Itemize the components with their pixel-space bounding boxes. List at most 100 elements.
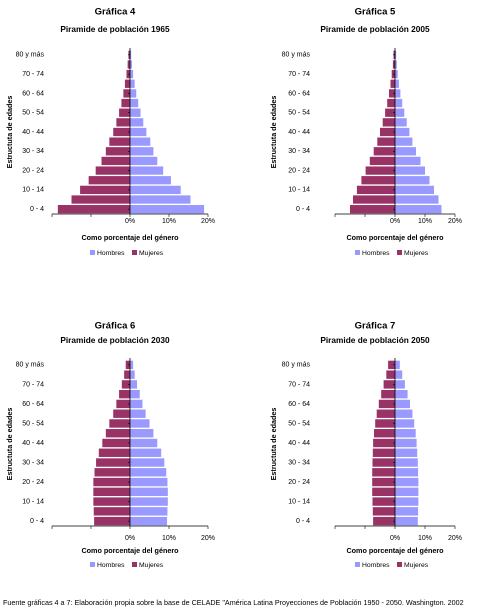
bar-mujeres bbox=[372, 497, 395, 506]
y-tick-label: 40 - 44 bbox=[288, 129, 310, 136]
y-tick-label: 80 y más bbox=[282, 52, 311, 59]
y-tick-label: 30 - 34 bbox=[288, 148, 310, 155]
bar-mujeres bbox=[109, 419, 130, 428]
bar-mujeres bbox=[374, 429, 395, 438]
bar-hombres bbox=[130, 409, 146, 418]
legend-swatch-hombres bbox=[355, 250, 360, 255]
bar-hombres bbox=[395, 147, 416, 156]
legend-label-mujeres: Mujeres bbox=[139, 562, 164, 569]
x-axis-label: Como porcentaje del género bbox=[346, 233, 444, 242]
y-tick-label: 60 - 64 bbox=[22, 90, 44, 97]
legend-label-mujeres: Mujeres bbox=[404, 250, 429, 257]
bar-hombres bbox=[130, 108, 141, 117]
bar-hombres bbox=[130, 69, 134, 79]
y-tick-label: 0 - 4 bbox=[296, 206, 310, 213]
y-tick-label: 60 - 64 bbox=[288, 90, 310, 97]
bar-hombres bbox=[395, 468, 419, 477]
bar-hombres bbox=[130, 468, 167, 477]
bar-mujeres bbox=[93, 487, 130, 497]
legend-swatch-mujeres bbox=[397, 562, 402, 567]
bar-mujeres bbox=[386, 370, 395, 379]
bar-mujeres bbox=[123, 89, 130, 98]
chart-title: Piramide de población 2005 bbox=[320, 24, 430, 34]
bar-hombres bbox=[130, 516, 168, 526]
chart-title: Piramide de población 2030 bbox=[60, 335, 170, 345]
y-tick-label: 40 - 44 bbox=[22, 129, 44, 136]
y-tick-label: 50 - 54 bbox=[288, 110, 310, 117]
bar-hombres bbox=[395, 50, 397, 59]
bar-hombres bbox=[395, 205, 442, 214]
chart-heading: Gráfica 5 bbox=[355, 6, 396, 17]
bar-mujeres bbox=[382, 118, 395, 127]
y-tick-label: 10 - 14 bbox=[22, 498, 44, 505]
bar-hombres bbox=[395, 98, 403, 108]
y-tick-label: 40 - 44 bbox=[22, 440, 44, 447]
bar-hombres bbox=[130, 497, 168, 506]
bar-hombres bbox=[395, 399, 410, 409]
legend-swatch-hombres bbox=[90, 562, 95, 567]
bar-hombres bbox=[130, 176, 171, 185]
bar-hombres bbox=[130, 156, 158, 166]
bar-mujeres bbox=[375, 419, 395, 428]
bar-hombres bbox=[395, 487, 419, 497]
source-footnote: Fuente gráficas 4 a 7: Elaboración propi… bbox=[3, 598, 464, 607]
y-tick-label: 70 - 74 bbox=[288, 71, 310, 78]
bar-hombres bbox=[130, 477, 168, 487]
bar-mujeres bbox=[57, 205, 130, 214]
bar-hombres bbox=[395, 507, 419, 516]
legend-label-hombres: Hombres bbox=[362, 250, 390, 257]
chart-title: Piramide de población 1965 bbox=[60, 24, 170, 34]
bar-mujeres bbox=[372, 477, 395, 487]
bar-mujeres bbox=[98, 448, 130, 457]
bar-mujeres bbox=[94, 468, 130, 477]
x-tick-label: 10% bbox=[418, 535, 432, 542]
y-tick-label: 80 y más bbox=[16, 52, 45, 59]
bar-hombres bbox=[130, 429, 154, 438]
bar-hombres bbox=[395, 79, 399, 88]
bar-hombres bbox=[130, 380, 138, 389]
bar-mujeres bbox=[113, 409, 130, 418]
bar-mujeres bbox=[109, 137, 130, 146]
bar-mujeres bbox=[93, 477, 130, 487]
bar-mujeres bbox=[93, 497, 130, 506]
y-axis-label: Estructuta de edades bbox=[5, 96, 14, 169]
bar-hombres bbox=[395, 360, 400, 370]
bar-mujeres bbox=[80, 185, 130, 195]
bar-hombres bbox=[395, 69, 398, 79]
bar-mujeres bbox=[353, 195, 395, 204]
legend-swatch-mujeres bbox=[132, 250, 137, 255]
y-tick-label: 30 - 34 bbox=[22, 148, 44, 155]
bar-mujeres bbox=[390, 79, 395, 88]
y-tick-label: 70 - 74 bbox=[288, 381, 310, 388]
bar-mujeres bbox=[373, 516, 395, 526]
bar-hombres bbox=[395, 419, 415, 428]
bar-hombres bbox=[130, 205, 205, 214]
bar-hombres bbox=[395, 108, 405, 117]
x-tick-label: 0% bbox=[390, 218, 400, 225]
bar-mujeres bbox=[350, 205, 395, 214]
bar-mujeres bbox=[378, 399, 395, 409]
x-tick-label: 10% bbox=[162, 218, 176, 225]
x-tick-label: 10% bbox=[418, 218, 432, 225]
bar-hombres bbox=[395, 448, 418, 457]
bar-mujeres bbox=[372, 507, 395, 516]
bar-hombres bbox=[130, 127, 147, 137]
bar-mujeres bbox=[372, 468, 395, 477]
x-axis-label: Como porcentaje del género bbox=[81, 233, 179, 242]
bar-mujeres bbox=[392, 60, 395, 69]
x-tick-label: 20% bbox=[448, 218, 462, 225]
bar-mujeres bbox=[372, 487, 395, 497]
legend-swatch-mujeres bbox=[132, 562, 137, 567]
bar-mujeres bbox=[113, 127, 130, 137]
y-tick-label: 0 - 4 bbox=[30, 518, 44, 525]
bar-hombres bbox=[395, 497, 419, 506]
bar-hombres bbox=[130, 137, 151, 146]
bar-hombres bbox=[395, 127, 410, 137]
bar-mujeres bbox=[381, 389, 395, 399]
legend-label-hombres: Hombres bbox=[97, 250, 125, 257]
y-tick-label: 50 - 54 bbox=[288, 420, 310, 427]
bar-hombres bbox=[130, 89, 137, 98]
bar-mujeres bbox=[387, 98, 395, 108]
bar-hombres bbox=[130, 185, 181, 195]
bar-hombres bbox=[130, 487, 168, 497]
